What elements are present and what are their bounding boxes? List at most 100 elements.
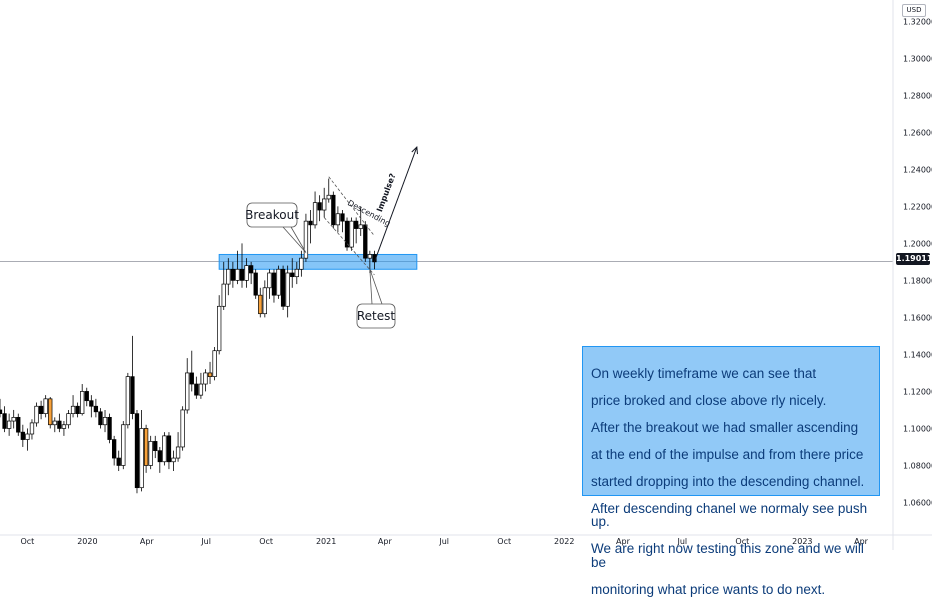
candle-body	[290, 272, 295, 278]
candle	[2, 406, 7, 433]
candle-body	[130, 376, 135, 414]
candle	[89, 395, 94, 418]
candle-body	[354, 220, 359, 229]
candle-body	[29, 422, 35, 435]
candle	[354, 217, 359, 244]
candle-body	[262, 287, 267, 315]
candle	[312, 191, 318, 229]
candle	[276, 265, 281, 299]
breakout-callout-box	[246, 202, 298, 228]
candle-body	[6, 420, 12, 429]
candle-body	[61, 424, 67, 429]
candle	[38, 400, 44, 420]
candle	[162, 432, 167, 466]
time-tick-label: Jul	[200, 537, 211, 546]
channel-upper-line	[328, 176, 375, 237]
candle	[335, 206, 341, 233]
note-line: started dropping into the descending cha…	[591, 473, 865, 489]
candle	[107, 413, 112, 444]
candle-body	[308, 220, 313, 226]
candle-body	[0, 409, 3, 414]
candle	[134, 409, 140, 494]
price-tick-label: 1.06000	[903, 498, 932, 507]
candle-body	[258, 294, 263, 315]
candle-body	[153, 441, 158, 452]
note-line: at the end of the impulse and from there…	[591, 446, 864, 462]
candle	[84, 387, 89, 407]
time-tick-label: Apr	[140, 537, 155, 546]
candle-body	[349, 220, 354, 248]
candle-body	[285, 272, 290, 307]
price-tick-label: 1.20000	[903, 239, 932, 248]
price-tick-label: 1.32000	[903, 17, 932, 26]
candle-body	[20, 431, 25, 440]
candle	[66, 409, 71, 429]
candle-body	[171, 457, 176, 463]
candle-body	[253, 272, 258, 296]
candle-body	[331, 194, 336, 226]
currency-label[interactable]: USD	[902, 4, 926, 17]
candle-body	[367, 254, 373, 259]
note-line: After the breakout we had smaller ascend…	[591, 419, 859, 435]
candle-body	[358, 224, 363, 229]
candle	[322, 187, 327, 218]
candle-body	[75, 405, 80, 414]
time-tick-label: Apr	[616, 537, 631, 546]
time-tick-label: Oct	[497, 537, 511, 546]
candle	[93, 398, 99, 418]
candle	[139, 409, 144, 492]
candle	[153, 435, 158, 459]
candle-body	[89, 400, 94, 407]
candle-body	[180, 409, 185, 448]
candle-body	[48, 398, 53, 426]
candle-body	[294, 268, 299, 278]
candle	[125, 372, 131, 429]
candle-body	[2, 413, 7, 429]
note-line: After descending chanel we normaly see p…	[591, 500, 868, 529]
current-price-tag: 1.19011	[896, 253, 932, 265]
candle	[57, 413, 62, 433]
candle-body	[322, 198, 327, 211]
candle	[157, 446, 162, 473]
impulse-arrow-line	[373, 146, 418, 263]
candle	[239, 243, 245, 288]
candle-body	[226, 268, 231, 285]
candle-body	[139, 428, 144, 489]
candle	[171, 450, 176, 472]
price-tick-label: 1.14000	[903, 350, 932, 359]
candle	[344, 217, 350, 251]
candle	[267, 269, 272, 299]
time-tick-label: Apr	[378, 537, 393, 546]
price-tick-label: 1.28000	[903, 91, 932, 100]
candle-body	[16, 416, 21, 433]
candle-body	[267, 272, 272, 289]
candle	[194, 376, 199, 399]
candle-body	[235, 268, 240, 281]
candle-body	[244, 265, 249, 281]
candle	[48, 396, 53, 429]
candle	[16, 413, 21, 436]
candle-body	[112, 439, 117, 459]
candle	[349, 217, 354, 251]
candle	[207, 361, 213, 385]
time-tick-label: Jul	[438, 537, 449, 546]
candle	[290, 258, 295, 288]
analysis-note[interactable]: On weekly timeframe we can see that pric…	[582, 346, 880, 596]
candle	[43, 395, 48, 418]
time-tick-label: 2021	[316, 537, 336, 546]
candle	[244, 258, 249, 288]
impulse-arrow-head	[411, 146, 418, 155]
candle-body	[363, 224, 368, 259]
candle	[0, 398, 3, 418]
note-line: We are right now testing this zone and w…	[591, 541, 864, 570]
candle	[326, 178, 331, 203]
candle-body	[134, 413, 140, 489]
candle-body	[34, 405, 39, 424]
candle	[61, 421, 67, 436]
breakout-label: Breakout	[245, 208, 299, 222]
price-tick-label: 1.10000	[903, 424, 932, 433]
candle-body	[221, 283, 226, 307]
candle	[299, 250, 304, 277]
candle-body	[326, 194, 331, 200]
